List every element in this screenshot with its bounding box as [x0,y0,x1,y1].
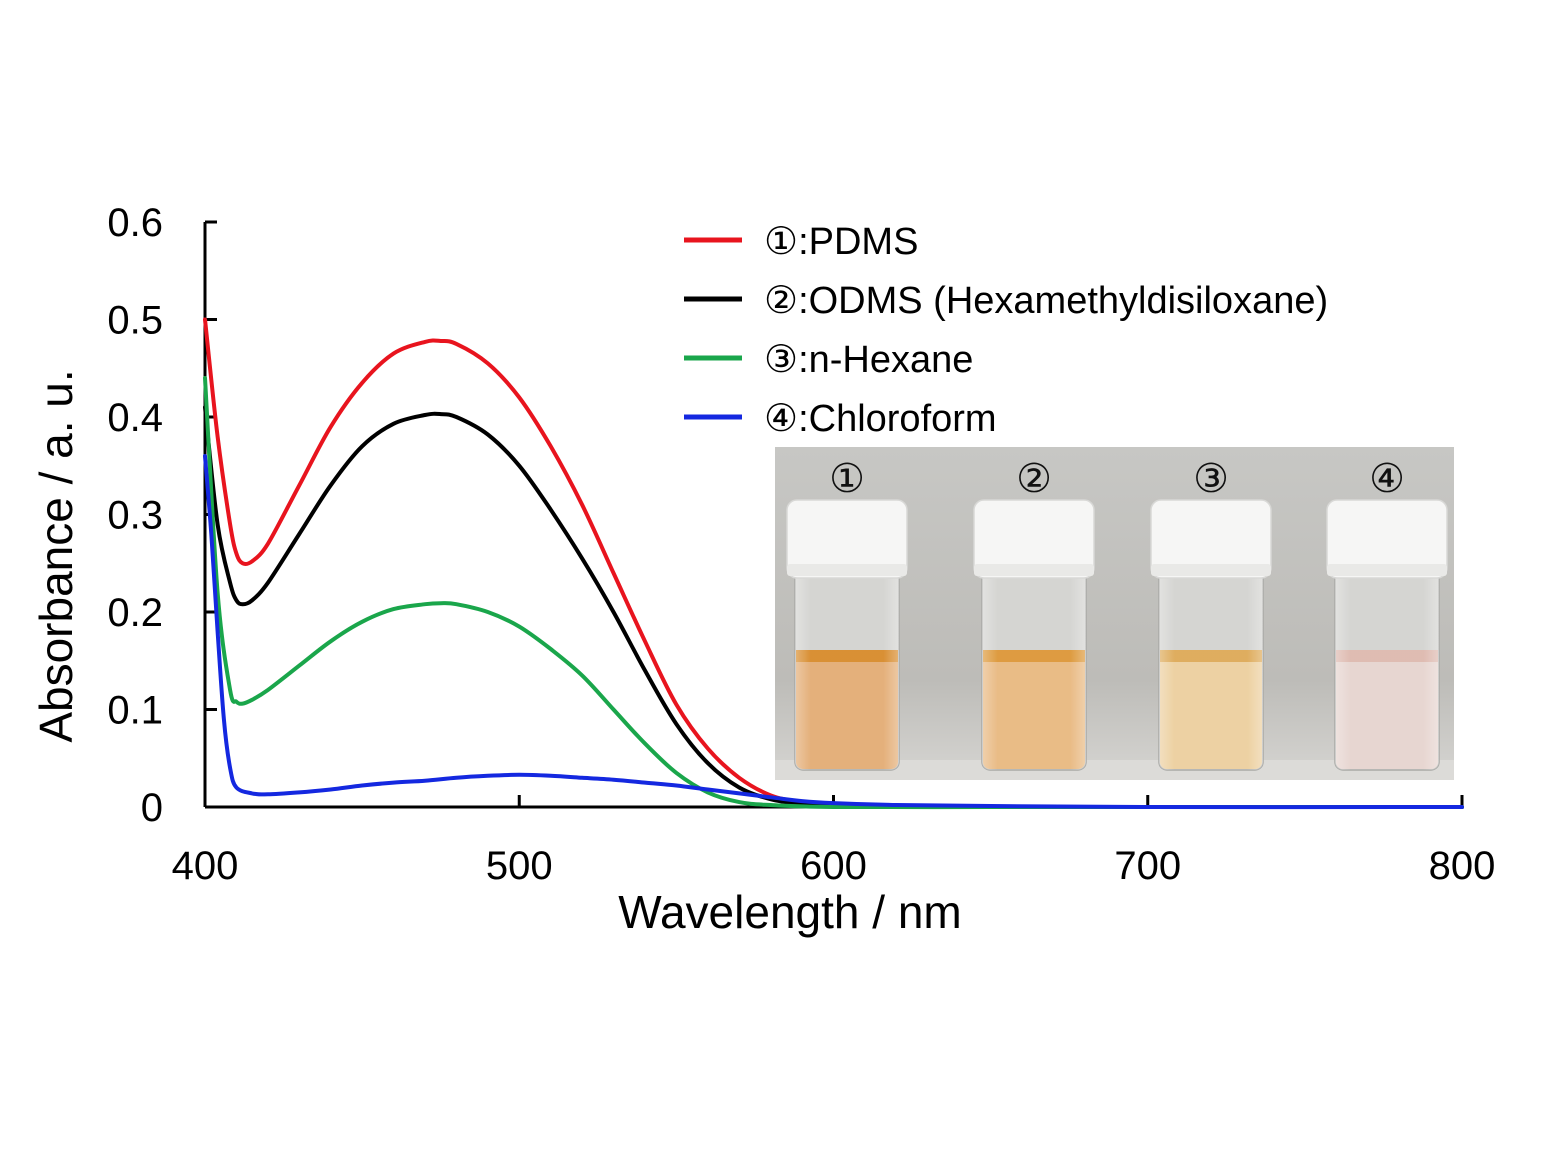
legend-label: ④:Chloroform [764,398,997,440]
x-axis-title: Wavelength / nm [618,886,961,938]
vial-cap [1326,499,1448,579]
vial-cap-rim [974,564,1094,576]
y-tick-label: 0.5 [107,299,163,343]
y-tick-label: 0.6 [107,201,163,245]
legend: ①:PDMS ②:ODMS (Hexamethyldisiloxane) ③:n-H… [684,221,1328,440]
photo-tabletop [775,760,1454,780]
y-tick-label: 0.1 [107,689,163,733]
legend-label: ③:n-Hexane [764,339,973,381]
vial-cap [1150,499,1272,579]
series-layer [203,317,1464,810]
x-tick-label: 700 [1114,844,1181,888]
vial-photo-inset: ① ② ③ ④ [775,447,1454,780]
series-line-n-hexane [203,376,1464,810]
x-tick-label: 800 [1429,844,1496,888]
vial: ④ [1326,457,1448,771]
y-axis-title: Absorbance / a. u. [30,369,82,742]
y-tick-label: 0.3 [107,494,163,538]
vial-cap-rim [1151,564,1271,576]
vial-cap-rim [787,564,907,576]
vial-label: ② [1016,457,1052,501]
vial-sheen [982,570,1086,770]
vials: ① ② ③ ④ [786,457,1448,771]
vial-label: ③ [1193,457,1229,501]
x-tick-label: 600 [800,844,867,888]
vial-sheen [1335,570,1439,770]
vial-label: ① [829,457,865,501]
x-tick-label: 400 [172,844,239,888]
y-tick-label: 0 [141,786,163,830]
vial-sheen [795,570,899,770]
legend-label: ②:ODMS (Hexamethyldisiloxane) [764,280,1328,322]
vial-cap [973,499,1095,579]
vial: ③ [1150,457,1272,771]
vial: ② [973,457,1095,771]
x-tick-label: 500 [486,844,553,888]
vial-cap [786,499,908,579]
vial-label: ④ [1369,457,1405,501]
legend-label: ①:PDMS [764,221,918,263]
y-tick-label: 0.2 [107,591,163,635]
vial-sheen [1159,570,1263,770]
y-tick-label: 0.4 [107,396,163,440]
vial-cap-rim [1327,564,1447,576]
vial: ① [786,457,908,771]
y-ticks: 0 0.1 0.2 0.3 0.4 0.5 0.6 [107,201,217,830]
series-line-chloroform [203,454,1464,810]
x-ticks: 400 500 600 700 800 [172,795,1496,888]
